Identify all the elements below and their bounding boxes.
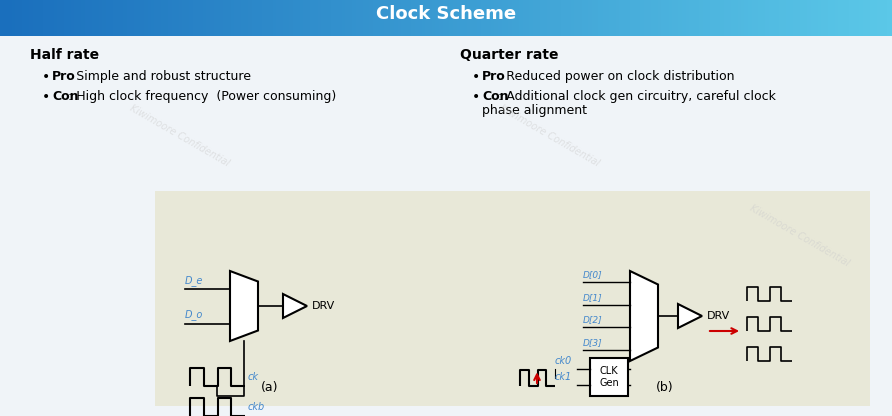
Text: Clock Scheme: Clock Scheme (376, 5, 516, 23)
Polygon shape (230, 271, 258, 341)
Text: phase alignment: phase alignment (482, 104, 587, 117)
Text: •: • (472, 70, 480, 84)
Text: : High clock frequency  (Power consuming): : High clock frequency (Power consuming) (69, 90, 337, 103)
Text: Kiwimoore Confidential: Kiwimoore Confidential (128, 103, 232, 168)
Text: CLK
Gen: CLK Gen (599, 366, 619, 388)
Polygon shape (630, 271, 658, 361)
Text: D[3]: D[3] (583, 338, 603, 347)
Text: (a): (a) (261, 381, 278, 394)
Text: : Reduced power on clock distribution: : Reduced power on clock distribution (499, 70, 735, 83)
Bar (590, 358, 628, 396)
Text: •: • (42, 90, 50, 104)
Text: : Simple and robust structure: : Simple and robust structure (69, 70, 252, 83)
Text: Quarter rate: Quarter rate (460, 48, 558, 62)
Text: D[0]: D[0] (583, 270, 603, 279)
Text: : Additional clock gen circuitry, careful clock: : Additional clock gen circuitry, carefu… (499, 90, 776, 103)
Text: Kiwimoore Confidential: Kiwimoore Confidential (748, 203, 852, 269)
Polygon shape (283, 294, 307, 318)
Text: DRV: DRV (707, 311, 731, 321)
Bar (155, 191, 870, 406)
Text: D_e: D_e (185, 275, 203, 285)
Text: D[1]: D[1] (583, 293, 603, 302)
Text: Con: Con (482, 90, 508, 103)
Text: Pro: Pro (482, 70, 506, 83)
Text: Kiwimoore Confidential: Kiwimoore Confidential (499, 103, 601, 168)
Polygon shape (678, 304, 702, 328)
Text: D_o: D_o (185, 310, 203, 320)
Text: Pro: Pro (52, 70, 76, 83)
Text: DRV: DRV (312, 301, 335, 311)
Text: •: • (472, 90, 480, 104)
Text: Half rate: Half rate (30, 48, 99, 62)
Text: (b): (b) (657, 381, 673, 394)
Text: ck0: ck0 (555, 357, 573, 366)
Text: ckb: ckb (248, 402, 265, 412)
Text: D[2]: D[2] (583, 315, 603, 324)
Text: Con: Con (52, 90, 78, 103)
Text: •: • (42, 70, 50, 84)
Text: ck1: ck1 (555, 371, 573, 381)
Text: ck: ck (248, 372, 259, 382)
